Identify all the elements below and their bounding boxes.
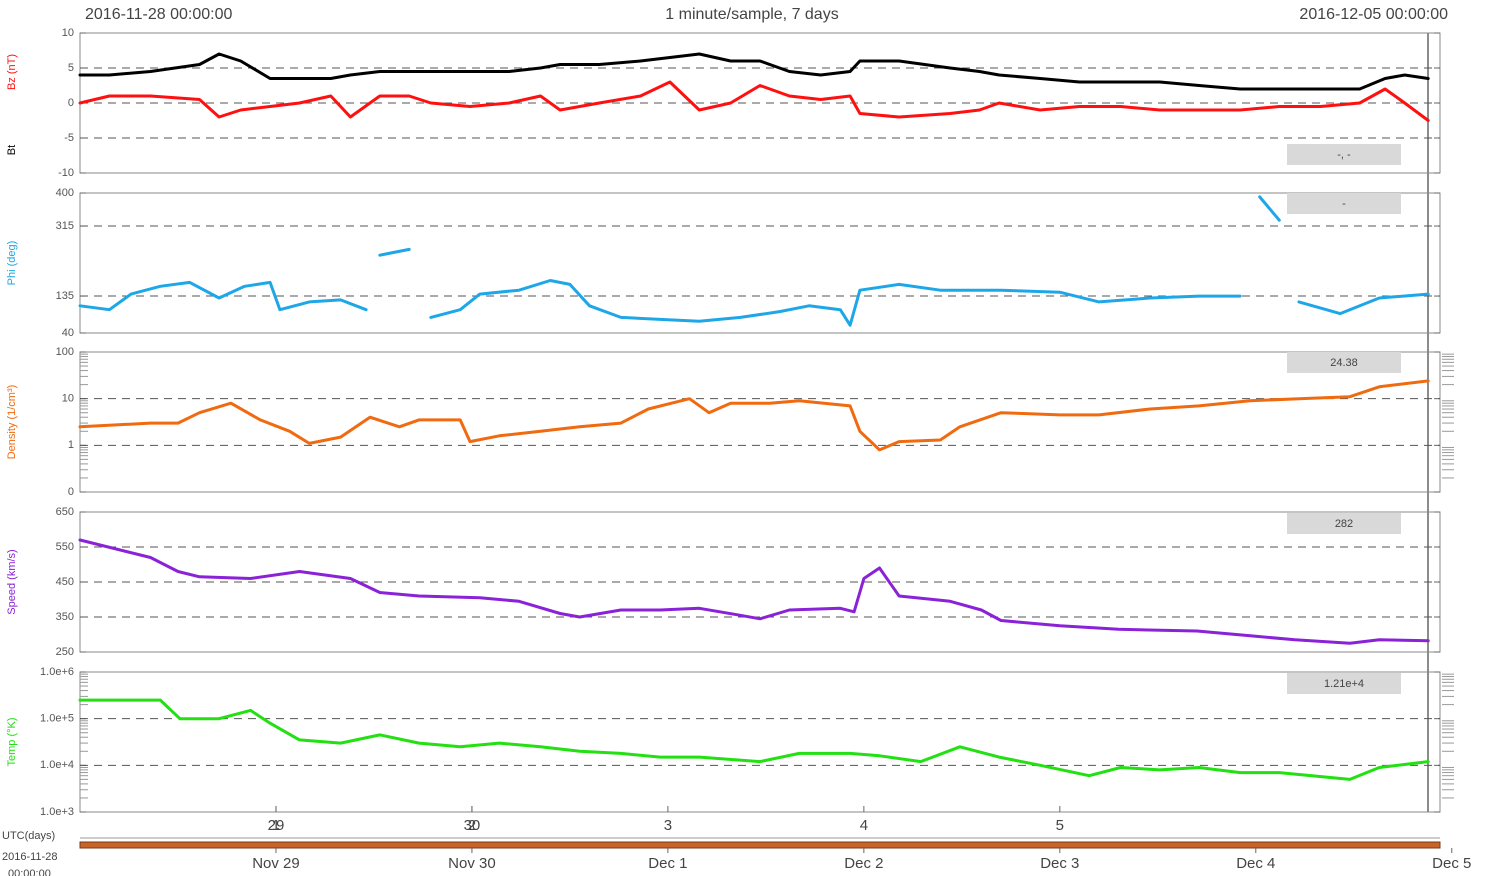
y-tick-label: 40 (62, 327, 74, 339)
panel-frame (79, 671, 1441, 813)
y-tick-label: 135 (56, 290, 74, 302)
readout-value: 24.38 (1330, 357, 1358, 369)
x-tick-label: 2 (468, 817, 476, 834)
y-tick-label: 1.0e+6 (40, 666, 74, 678)
readout-value: -, - (1337, 149, 1351, 161)
series-line (78, 538, 1430, 645)
y-tick-label: 250 (56, 646, 74, 658)
y-axis-label: Speed (km/s) (6, 549, 18, 614)
readout-box (1287, 352, 1401, 373)
series-line (78, 80, 1430, 122)
y-tick-label: 400 (56, 187, 74, 199)
timeline-bar (79, 841, 1441, 849)
readout-box (1287, 513, 1401, 534)
utc-label: UTC(days) (2, 830, 55, 842)
y-tick-label: 1.0e+4 (40, 759, 74, 771)
y-tick-label: 0 (68, 97, 74, 109)
series-line (78, 195, 1430, 327)
y-tick-label: -10 (58, 167, 74, 179)
y-axis-label: Temp (°K) (6, 717, 18, 766)
series-line (78, 52, 1430, 91)
readout-value: 282 (1335, 518, 1353, 530)
readout-box (1287, 144, 1401, 165)
y-tick-label: 650 (56, 506, 74, 518)
start-date: 2016-11-28 (2, 851, 57, 863)
panel-frame (79, 351, 1441, 493)
x-tick-label: 3 (664, 817, 672, 834)
y-tick-label: 350 (56, 611, 74, 623)
y-tick-label: 315 (56, 220, 74, 232)
x-tick-label: 5 (1056, 817, 1064, 834)
y-tick-label: 5 (68, 62, 74, 74)
x-tick-label: 4 (860, 817, 868, 834)
y-tick-label: 10 (62, 393, 74, 405)
y-tick-label: -5 (64, 132, 74, 144)
y-axis-label: Density (1/cm³) (6, 385, 18, 460)
y-tick-label: 1.0e+3 (40, 806, 74, 818)
y-tick-label: 550 (56, 541, 74, 553)
series-line (78, 698, 1430, 781)
date-label: Dec 3 (1040, 855, 1079, 872)
panel-frame (79, 192, 1441, 334)
readout-box (1287, 193, 1401, 214)
y-tick-label: 0 (68, 486, 74, 498)
end-time: 2016-12-05 00:00:00 (1299, 6, 1448, 23)
x-tick-label: 1 (272, 817, 280, 834)
readout-box (1287, 673, 1401, 694)
x-tick-label: 29 (268, 817, 285, 834)
date-label: Dec 2 (844, 855, 883, 872)
y-tick-label: 100 (56, 346, 74, 358)
y-axis-label: Phi (deg) (6, 241, 18, 286)
readout-value: - (1342, 198, 1346, 210)
start-clock: 00:00:00 (8, 868, 51, 876)
series-line (78, 379, 1430, 452)
date-label: Nov 29 (252, 855, 300, 872)
date-label: Dec 4 (1236, 855, 1275, 872)
date-label: Dec 5 (1432, 855, 1471, 872)
readout-value: 1.21e+4 (1324, 678, 1364, 690)
y-tick-label: 1.0e+5 (40, 713, 74, 725)
x-tick-label: 30 (464, 817, 481, 834)
date-label: Nov 30 (448, 855, 496, 872)
start-time: 2016-11-28 00:00:00 (85, 6, 232, 23)
date-label: Dec 1 (648, 855, 687, 872)
y-tick-label: 1 (68, 439, 74, 451)
y-axis-label: Bt (6, 145, 18, 155)
y-tick-label: 10 (62, 27, 74, 39)
sample-rate: 1 minute/sample, 7 days (665, 6, 838, 23)
y-axis-label: Bz (nT) (6, 54, 18, 90)
y-tick-label: 450 (56, 576, 74, 588)
